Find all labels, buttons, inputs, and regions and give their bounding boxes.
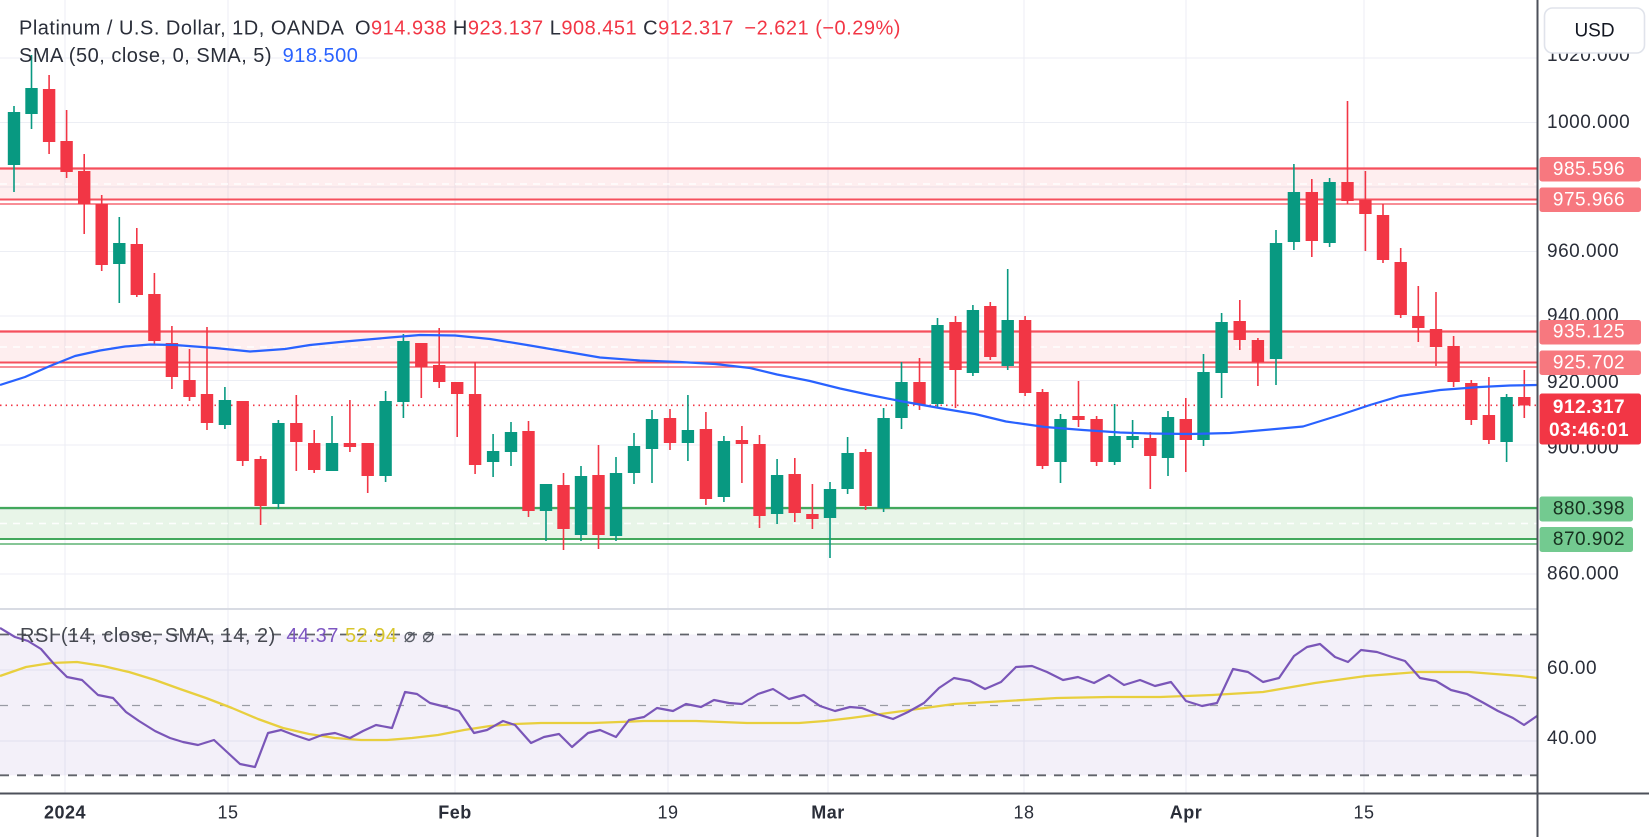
svg-text:18: 18 [1013, 803, 1034, 823]
svg-text:USD: USD [1574, 21, 1614, 42]
svg-text:912.317: 912.317 [1553, 397, 1625, 418]
svg-text:15: 15 [217, 803, 238, 823]
svg-text:SMA (50, close, 0, SMA, 5) 918: SMA (50, close, 0, SMA, 5) 918.500 [19, 45, 358, 67]
svg-text:925.702: 925.702 [1553, 353, 1625, 374]
svg-text:Feb: Feb [438, 803, 472, 823]
svg-text:985.596: 985.596 [1553, 159, 1625, 180]
svg-text:920.000: 920.000 [1547, 372, 1619, 393]
svg-text:40.00: 40.00 [1547, 728, 1597, 749]
svg-text:870.902: 870.902 [1553, 529, 1625, 550]
svg-text:Platinum / U.S. Dollar, 1D, OA: Platinum / U.S. Dollar, 1D, OANDA O914.9… [19, 18, 901, 40]
svg-text:60.00: 60.00 [1547, 658, 1597, 679]
svg-text:Apr: Apr [1170, 803, 1203, 823]
svg-text:Mar: Mar [811, 803, 845, 823]
svg-text:880.398: 880.398 [1553, 499, 1625, 520]
svg-text:15: 15 [1353, 803, 1374, 823]
svg-text:19: 19 [657, 803, 678, 823]
svg-text:935.125: 935.125 [1553, 322, 1625, 343]
svg-text:03:46:01: 03:46:01 [1549, 420, 1629, 441]
svg-text:960.000: 960.000 [1547, 241, 1619, 262]
svg-text:975.966: 975.966 [1553, 190, 1625, 211]
svg-text:860.000: 860.000 [1547, 564, 1619, 585]
svg-text:2024: 2024 [44, 803, 86, 823]
svg-text:RSI (14, close, SMA, 14, 2) 44: RSI (14, close, SMA, 14, 2) 44.37 52.94 … [20, 625, 435, 647]
svg-text:1000.000: 1000.000 [1547, 112, 1630, 133]
